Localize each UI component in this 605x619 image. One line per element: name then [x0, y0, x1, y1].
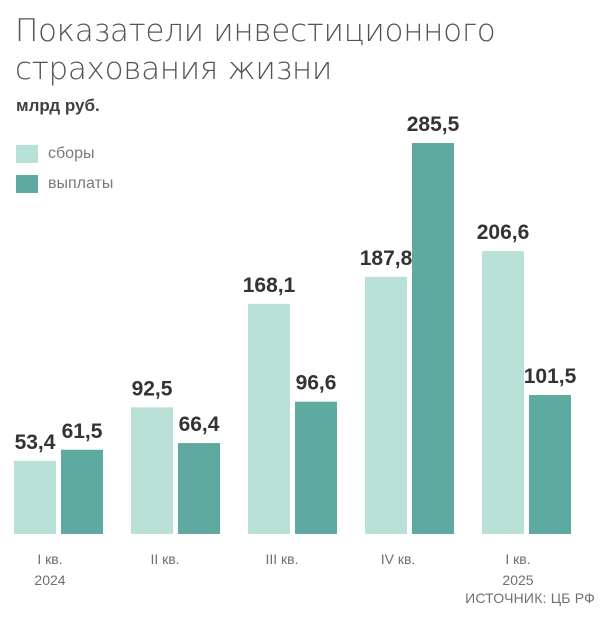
legend-label-vyplaty: выплаты	[48, 175, 114, 192]
category-label-1: I кв.	[37, 551, 62, 567]
legend-label-sbory: сборы	[48, 145, 95, 162]
bar-vyplaty-5	[529, 394, 571, 534]
category-label-4: IV кв.	[381, 551, 416, 567]
data-label-sbory-1: 53,4	[15, 431, 56, 454]
category-year-1: 2024	[34, 572, 65, 588]
data-label-vyplaty-4: 285,5	[407, 113, 460, 136]
bar-sbory-5	[482, 251, 524, 534]
data-label-vyplaty-1: 61,5	[62, 420, 103, 443]
source-note: ИСТОЧНИК: ЦБ РФ	[465, 590, 595, 606]
legend-item-sbory: сборы	[16, 140, 113, 168]
chart-title: Показатели инвестиционного страхования ж…	[15, 12, 595, 88]
chart-title-line-1: Показатели инвестиционного	[15, 13, 496, 49]
bar-sbory-4	[365, 276, 407, 534]
legend-item-vyplaty: выплаты	[16, 170, 113, 198]
data-label-sbory-2: 92,5	[132, 377, 173, 400]
category-year-5: 2025	[502, 572, 533, 588]
category-label-3: III кв.	[265, 551, 298, 567]
bar-sbory-1	[14, 460, 56, 534]
bar-vyplaty-1	[61, 449, 103, 534]
bar-sbory-3	[248, 303, 290, 534]
bar-sbory-2	[131, 407, 173, 534]
unit-label: млрд руб.	[16, 96, 100, 115]
bar-vyplaty-3	[295, 401, 337, 534]
bar-vyplaty-4	[412, 143, 454, 534]
category-label-2: II кв.	[150, 551, 179, 567]
data-label-sbory-3: 168,1	[243, 274, 296, 297]
data-label-vyplaty-2: 66,4	[179, 413, 220, 436]
category-label-5: I кв.	[505, 551, 530, 567]
data-label-sbory-5: 206,6	[477, 221, 530, 244]
legend: сборы выплаты	[16, 140, 113, 200]
bar-vyplaty-2	[178, 443, 220, 534]
data-label-vyplaty-3: 96,6	[296, 372, 337, 395]
data-label-vyplaty-5: 101,5	[524, 365, 577, 388]
data-label-sbory-4: 187,8	[360, 247, 413, 270]
legend-swatch-sbory	[16, 145, 38, 163]
chart-title-line-2: страхования жизни	[15, 51, 333, 87]
legend-swatch-vyplaty	[16, 175, 38, 193]
